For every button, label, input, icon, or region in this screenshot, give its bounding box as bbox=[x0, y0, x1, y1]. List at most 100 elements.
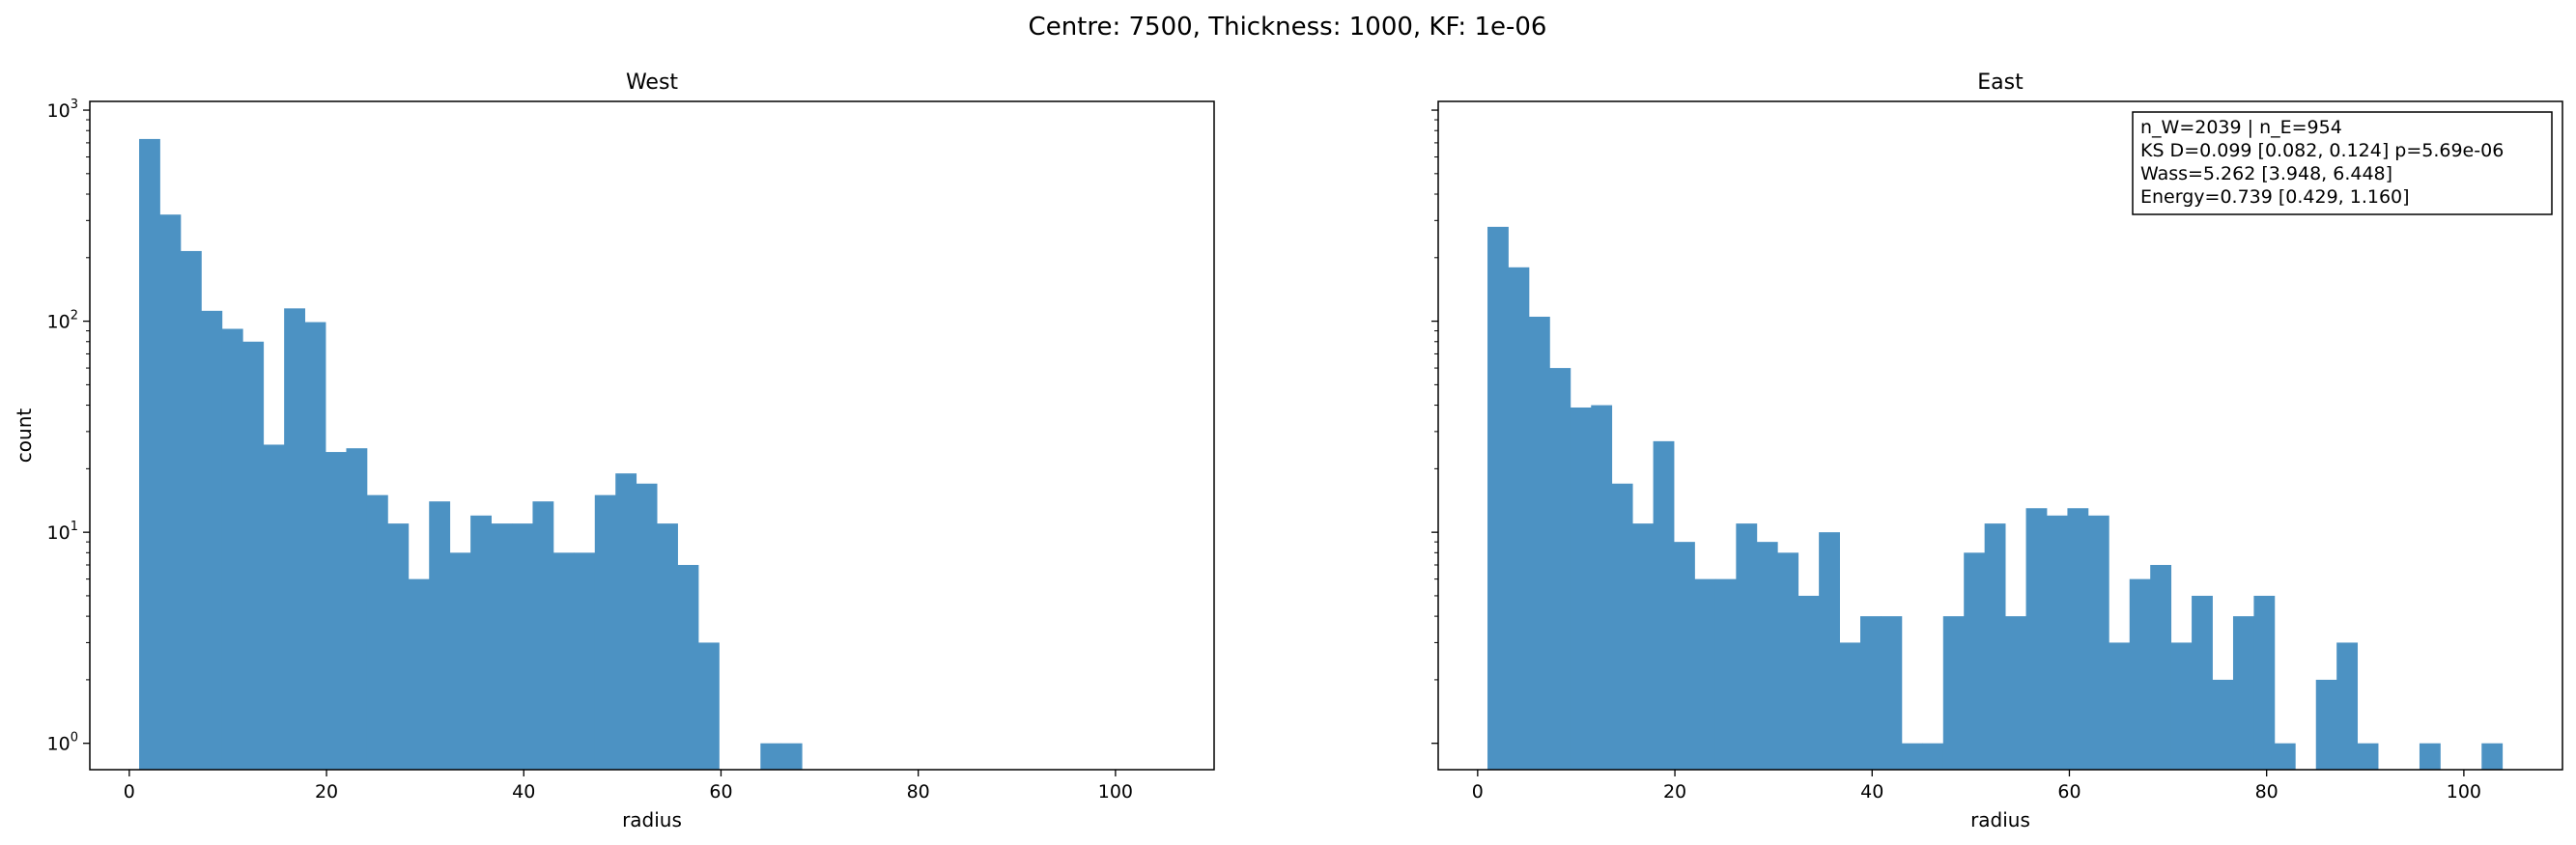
east-axes-frame bbox=[1437, 100, 2563, 771]
west-y-tick-label: 100 bbox=[47, 731, 78, 755]
east-bar bbox=[2067, 508, 2089, 770]
west-panel-title: West bbox=[626, 70, 678, 95]
east-bar bbox=[2192, 595, 2213, 770]
east-bar bbox=[2129, 578, 2151, 770]
west-bar bbox=[304, 322, 326, 770]
west-panel: West 100 101 102 103 0 20 40 60 80 100 radius co… bbox=[13, 70, 1215, 831]
west-x-ticks: 0 20 40 60 80 100 bbox=[124, 770, 1133, 803]
east-bar bbox=[2274, 743, 2296, 770]
east-x-tick-label: 20 bbox=[1663, 781, 1686, 803]
east-bar bbox=[2253, 595, 2276, 770]
west-bar bbox=[780, 743, 803, 770]
east-x-tick-label: 0 bbox=[1472, 781, 1484, 803]
east-bar bbox=[1632, 523, 1654, 770]
west-bar bbox=[677, 565, 699, 770]
east-bar bbox=[1487, 226, 1509, 770]
east-bar bbox=[2087, 515, 2109, 770]
east-bar bbox=[2419, 743, 2441, 770]
east-bar bbox=[1674, 542, 1695, 770]
west-y-tick-label: 102 bbox=[47, 309, 78, 333]
east-bar bbox=[2005, 616, 2026, 770]
east-bar bbox=[1756, 542, 1778, 770]
east-bar bbox=[1922, 743, 1944, 770]
west-bar bbox=[201, 310, 223, 770]
east-bar bbox=[1570, 407, 1592, 770]
west-bar bbox=[366, 494, 388, 770]
west-bar bbox=[697, 642, 720, 770]
west-bar bbox=[594, 494, 616, 770]
west-bar bbox=[552, 552, 575, 770]
east-bar bbox=[1984, 523, 2006, 770]
stats-annotation-box bbox=[2132, 111, 2553, 215]
east-bar bbox=[2481, 743, 2504, 770]
west-y-tick-label: 103 bbox=[47, 98, 78, 122]
east-bar bbox=[1549, 368, 1571, 770]
east-bar bbox=[1819, 532, 1840, 770]
stats-line-wasserstein: Wass=5.262 [3.948, 6.448] bbox=[2140, 163, 2392, 184]
east-bar bbox=[2109, 642, 2131, 770]
west-bar bbox=[242, 341, 265, 770]
east-x-tick-label: 60 bbox=[2057, 781, 2081, 803]
east-x-tick-label: 100 bbox=[2447, 781, 2481, 803]
east-bar bbox=[1942, 616, 1965, 770]
west-bar bbox=[346, 448, 368, 770]
west-bar bbox=[449, 552, 471, 770]
east-bar bbox=[2046, 515, 2068, 770]
west-bar bbox=[159, 214, 182, 770]
west-bar bbox=[532, 501, 554, 770]
west-bar bbox=[512, 523, 533, 770]
east-bar bbox=[2025, 508, 2048, 770]
east-x-ticks: 0 20 40 60 80 100 bbox=[1472, 770, 2481, 803]
east-bar bbox=[1881, 616, 1903, 770]
stats-line-counts: n_W=2039 | n_E=954 bbox=[2140, 117, 2342, 138]
west-x-tick-label: 20 bbox=[315, 781, 338, 803]
west-bar bbox=[387, 523, 410, 770]
west-bar bbox=[408, 578, 430, 770]
west-bar bbox=[574, 552, 596, 770]
west-bar bbox=[284, 308, 305, 770]
west-histogram-bars bbox=[139, 138, 803, 771]
east-panel: East 0 20 40 60 80 100 radius n_W=2039 | n_E=… bbox=[1431, 70, 2563, 831]
east-bar bbox=[1901, 743, 1923, 770]
stats-line-ks: KS D=0.099 [0.082, 0.124] p=5.69e-06 bbox=[2140, 140, 2504, 161]
stats-line-energy: Energy=0.739 [0.429, 1.160] bbox=[2140, 186, 2410, 208]
east-bar bbox=[1714, 578, 1737, 770]
east-bar bbox=[1528, 316, 1550, 770]
east-bar bbox=[1860, 616, 1882, 770]
west-y-tick-label: 101 bbox=[47, 520, 78, 544]
west-bar bbox=[263, 444, 285, 770]
west-bar bbox=[615, 473, 637, 770]
east-histogram-bars bbox=[1487, 226, 2504, 770]
east-stats-annotation: n_W=2039 | n_E=954 KS D=0.099 [0.082, 0.… bbox=[2132, 111, 2553, 215]
east-bar bbox=[2232, 616, 2254, 770]
east-bar bbox=[2315, 679, 2337, 770]
east-bar bbox=[1777, 552, 1799, 770]
west-x-tick-label: 60 bbox=[709, 781, 732, 803]
east-bar bbox=[2212, 679, 2234, 770]
east-bar bbox=[1508, 267, 1530, 770]
west-bar bbox=[326, 452, 347, 770]
east-x-tick-label: 40 bbox=[1860, 781, 1883, 803]
east-bar bbox=[1611, 483, 1633, 770]
east-bar bbox=[1591, 405, 1613, 770]
west-bar bbox=[221, 328, 243, 770]
west-y-axis-label: count bbox=[13, 408, 36, 464]
east-bar bbox=[2170, 642, 2193, 770]
east-x-tick-label: 80 bbox=[2255, 781, 2279, 803]
east-bar bbox=[2357, 743, 2379, 770]
east-bar bbox=[2336, 642, 2359, 770]
west-bar bbox=[470, 515, 492, 770]
west-x-tick-label: 0 bbox=[124, 781, 135, 803]
east-bar bbox=[1736, 523, 1758, 770]
east-bar bbox=[1653, 440, 1675, 770]
west-y-ticks: 100 101 102 103 bbox=[47, 98, 90, 755]
east-bar bbox=[2150, 565, 2172, 770]
west-bar bbox=[760, 743, 782, 770]
figure-suptitle: Centre: 7500, Thickness: 1000, KF: 1e-06 bbox=[1029, 13, 1547, 42]
west-bar bbox=[139, 138, 160, 771]
west-x-tick-label: 100 bbox=[1098, 781, 1133, 803]
west-bar bbox=[657, 523, 678, 770]
west-bar bbox=[636, 483, 658, 770]
east-bar bbox=[1694, 578, 1716, 770]
